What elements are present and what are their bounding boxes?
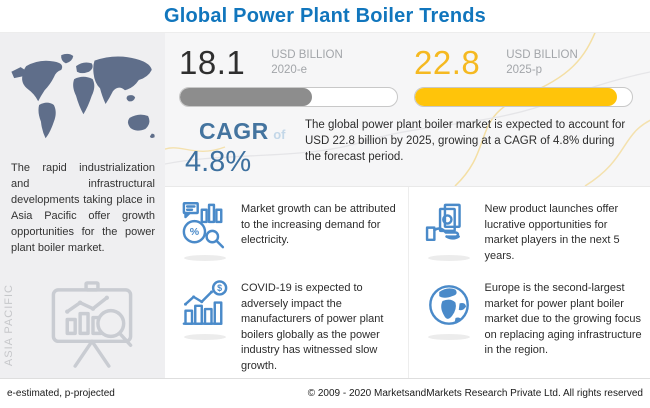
insight-card-covid: $ COVID-19 is expected to adversely impa… bbox=[165, 266, 408, 379]
money-hand-icon bbox=[425, 203, 461, 242]
insight-text: New product launches offer lucrative opp… bbox=[484, 203, 620, 262]
cagr-value: 4.8% bbox=[185, 146, 252, 178]
icon-shadow bbox=[184, 255, 226, 261]
copyright: © 2009 - 2020 MarketsandMarkets Research… bbox=[307, 388, 643, 399]
stat-2020-unit: USD BILLION bbox=[271, 48, 343, 61]
market-summary: The global power plant boiler market is … bbox=[305, 119, 626, 163]
cagr-block: CAGR of 4.8% bbox=[179, 118, 299, 179]
bar-2025-track bbox=[414, 87, 633, 107]
world-map-icon bbox=[11, 53, 155, 139]
bar-2020-fill bbox=[180, 88, 313, 106]
market-analysis-icon: % bbox=[182, 202, 225, 249]
region-label: ASIA PACIFIC bbox=[3, 283, 15, 366]
globe-icon bbox=[428, 285, 469, 325]
insight-text: Market growth can be attributed to the i… bbox=[241, 203, 396, 247]
insight-icon-wrap bbox=[422, 200, 476, 262]
page-title: Global Power Plant Boiler Trends bbox=[163, 4, 487, 27]
stat-2025: 22.8 USD BILLION 2025-p bbox=[414, 46, 633, 107]
world-map bbox=[0, 33, 165, 150]
insight-icon-wrap: $ bbox=[178, 279, 232, 375]
stat-2020: 18.1 USD BILLION 2020-e bbox=[179, 46, 398, 107]
left-panel: The rapid industrialization and infrastr… bbox=[0, 33, 165, 378]
stat-row: 18.1 USD BILLION 2020-e 22.8 USD bbox=[165, 33, 650, 107]
growth-chart-dollar-icon: $ bbox=[182, 280, 228, 325]
insight-card-europe: Europe is the second-largest market for … bbox=[407, 266, 650, 379]
stat-2020-value: 18.1 bbox=[179, 44, 246, 81]
stat-2020-label: USD BILLION 2020-e bbox=[271, 48, 343, 78]
icon-shadow bbox=[427, 255, 470, 261]
stats-section: 18.1 USD BILLION 2020-e 22.8 USD bbox=[165, 33, 650, 186]
insight-text: Europe is the second-largest market for … bbox=[484, 282, 642, 357]
stat-2020-year: 2020-e bbox=[271, 63, 308, 76]
bar-2025-fill bbox=[415, 88, 617, 106]
svg-text:%: % bbox=[190, 226, 200, 238]
insight-icon-wrap bbox=[422, 279, 476, 375]
insight-card-opportunities: New product launches offer lucrative opp… bbox=[407, 187, 650, 266]
svg-text:$: $ bbox=[217, 283, 222, 293]
stat-2025-value: 22.8 bbox=[414, 44, 481, 81]
cagr-label: CAGR bbox=[199, 118, 269, 144]
icon-shadow bbox=[427, 334, 470, 340]
bar-2020-track bbox=[179, 87, 398, 107]
insights-grid: % Market growth can be attributed to the… bbox=[165, 186, 650, 379]
stat-2025-label: USD BILLION 2025-p bbox=[506, 48, 578, 78]
icon-shadow bbox=[184, 334, 226, 340]
footnote: e-estimated, p-projected bbox=[7, 388, 115, 399]
header: Global Power Plant Boiler Trends bbox=[0, 0, 650, 33]
insight-icon-wrap: % bbox=[178, 200, 232, 262]
stat-2025-unit: USD BILLION bbox=[506, 48, 578, 61]
cagr-row: CAGR of 4.8% The global power plant boil… bbox=[165, 107, 650, 179]
insight-card-electricity: % Market growth can be attributed to the… bbox=[165, 187, 408, 266]
cagr-of: of bbox=[273, 127, 286, 142]
insight-text: COVID-19 is expected to adversely impact… bbox=[241, 282, 384, 373]
stat-2025-year: 2025-p bbox=[506, 63, 543, 76]
right-panel: 18.1 USD BILLION 2020-e 22.8 USD bbox=[165, 33, 650, 379]
region-description: The rapid industrialization and infrastr… bbox=[11, 162, 155, 255]
presentation-chart-icon bbox=[51, 281, 133, 368]
footer: e-estimated, p-projected © 2009 - 2020 M… bbox=[0, 378, 650, 408]
